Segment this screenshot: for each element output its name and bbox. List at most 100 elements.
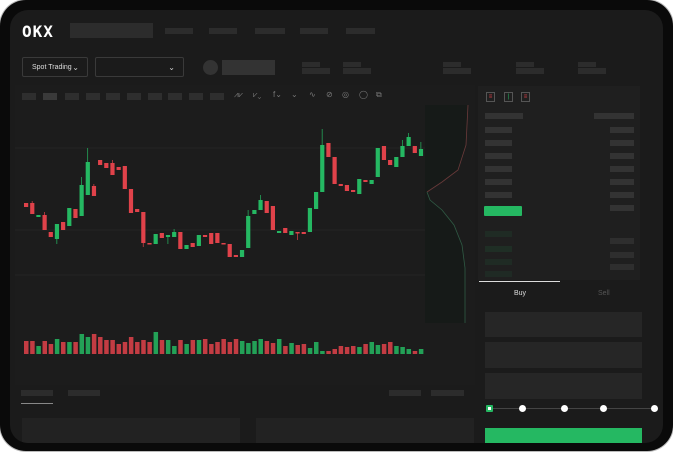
volume-bar xyxy=(295,345,300,354)
bottom-action[interactable] xyxy=(431,390,464,396)
timeframe-button[interactable] xyxy=(65,93,79,100)
candle xyxy=(128,189,134,213)
bottom-tab[interactable] xyxy=(68,390,100,396)
asks-icon[interactable]: ≡ xyxy=(521,92,530,102)
candle xyxy=(30,203,35,214)
chevron-down-icon[interactable]: ⌄ xyxy=(291,90,298,99)
nav-item[interactable] xyxy=(346,28,375,34)
candle xyxy=(381,146,387,160)
indicator-icon[interactable]: ⩘⩗ xyxy=(234,90,244,99)
pair-dropdown[interactable]: ⌄ xyxy=(95,57,184,77)
timeframe-button[interactable] xyxy=(210,93,224,100)
volume-bar xyxy=(190,340,196,354)
ask-row-size xyxy=(610,179,634,185)
price-display xyxy=(222,60,275,75)
volume-bar xyxy=(122,342,128,354)
tab-buy[interactable]: Buy xyxy=(514,290,527,297)
both-sides-icon[interactable]: ≡ xyxy=(486,92,495,102)
nav-item[interactable] xyxy=(209,28,237,34)
bids-icon[interactable]: | xyxy=(504,92,513,102)
volume-bar xyxy=(128,337,134,354)
slider-stop[interactable] xyxy=(600,405,607,412)
stat-value xyxy=(516,68,544,74)
volume-bar xyxy=(91,334,97,354)
volume-bar xyxy=(276,339,282,354)
bid-row-size xyxy=(610,252,634,258)
tab-underline xyxy=(21,403,53,404)
timeframe-button[interactable] xyxy=(106,93,120,100)
chevron-down-icon: ⌄ xyxy=(72,63,79,72)
volume-bar xyxy=(381,344,387,354)
volume-bar xyxy=(357,347,362,354)
total-input[interactable] xyxy=(485,373,642,399)
candle xyxy=(147,243,152,245)
volume-bar xyxy=(344,347,350,354)
candle xyxy=(209,233,214,244)
amount-input[interactable] xyxy=(485,342,642,368)
ask-row-size xyxy=(610,166,634,172)
slider-track[interactable] xyxy=(490,408,655,409)
slider-stop[interactable] xyxy=(519,405,526,412)
fullscreen-icon[interactable]: ⧉ xyxy=(376,90,382,99)
timeframe-button[interactable] xyxy=(86,93,100,100)
ask-row-price xyxy=(485,153,512,159)
candle xyxy=(202,235,208,237)
line-icon[interactable]: ∿ xyxy=(309,90,316,99)
bottom-action[interactable] xyxy=(389,390,421,396)
volume-bar xyxy=(61,342,66,354)
slider-handle[interactable] xyxy=(486,405,493,412)
volume-bar xyxy=(98,337,103,354)
volume-bar xyxy=(270,343,276,354)
search-input[interactable] xyxy=(70,23,153,38)
volume-bar xyxy=(264,341,270,354)
bottom-tab-active[interactable] xyxy=(21,390,53,396)
slider-stop[interactable] xyxy=(651,405,658,412)
ask-row-price xyxy=(485,127,512,133)
buy-submit-button[interactable] xyxy=(485,428,642,443)
candle xyxy=(172,232,177,237)
timeframe-button[interactable] xyxy=(148,93,162,100)
nav-item[interactable] xyxy=(255,28,285,34)
ask-row-size xyxy=(610,140,634,146)
volume-bar xyxy=(110,340,115,354)
timeframe-button[interactable] xyxy=(189,93,203,100)
candle xyxy=(252,210,257,214)
volume-bar xyxy=(406,349,412,354)
book-header xyxy=(594,113,634,119)
timeframe-button[interactable] xyxy=(22,93,36,100)
candle xyxy=(110,163,115,175)
candle xyxy=(98,160,103,165)
tab-sell[interactable]: Sell xyxy=(598,290,610,297)
settings-icon[interactable]: ◯ xyxy=(359,90,368,99)
volume-bar xyxy=(394,346,399,354)
depth-ask-line xyxy=(426,104,469,193)
nav-item[interactable] xyxy=(300,28,328,34)
candle xyxy=(400,146,405,157)
candle xyxy=(91,186,97,196)
ask-row-price xyxy=(485,179,512,185)
volume-bar xyxy=(184,344,189,354)
volume-bar xyxy=(67,342,72,354)
volume-bar xyxy=(338,346,344,354)
draw-icon[interactable]: ⊘ xyxy=(326,90,333,99)
magnet-icon[interactable]: ◎ xyxy=(342,90,349,99)
stat-label xyxy=(516,62,534,67)
slider-stop[interactable] xyxy=(561,405,568,412)
candle xyxy=(301,232,306,234)
indicator-icon[interactable]: ⩗⌄ xyxy=(253,90,262,99)
candlestick-chart[interactable] xyxy=(10,10,480,380)
timeframe-button[interactable] xyxy=(43,93,57,100)
candle xyxy=(54,224,60,239)
price-input[interactable] xyxy=(485,312,642,337)
volume-bar xyxy=(36,346,41,354)
fx-icon[interactable]: f⌄ xyxy=(273,90,282,99)
nav-item[interactable] xyxy=(165,28,193,34)
candle xyxy=(73,209,78,218)
candle xyxy=(258,200,263,210)
market-type-dropdown[interactable]: Spot Trading ⌄ xyxy=(22,57,88,77)
candle xyxy=(184,245,189,249)
timeframe-button[interactable] xyxy=(127,93,141,100)
volume-bar xyxy=(73,342,78,354)
timeframe-button[interactable] xyxy=(168,93,182,100)
